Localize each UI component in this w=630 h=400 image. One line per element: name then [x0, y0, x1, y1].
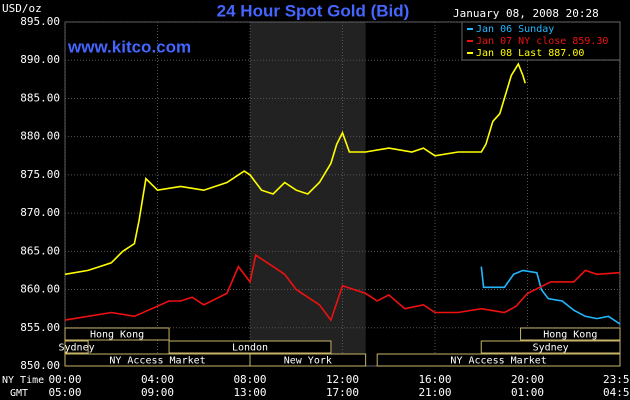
session-box	[376, 353, 621, 367]
chart-title: 24 Hour Spot Gold (Bid)	[217, 1, 410, 20]
y-tick-label: 880.00	[20, 130, 60, 143]
series-line	[64, 253, 621, 322]
session-label: NY Access Market	[109, 356, 205, 367]
session-box	[249, 353, 367, 367]
legend-box	[461, 21, 621, 61]
session-label: London	[232, 343, 268, 354]
legend-label: Jan 08 Last 887.00	[476, 48, 584, 59]
x-tick-label-gmt: 05:00	[48, 386, 81, 399]
legend-label: Jan 07 NY close 859.30	[476, 36, 608, 47]
session-label: New York	[284, 356, 332, 367]
y-tick-label: 850.00	[20, 359, 60, 372]
x-tick-label: 16:00	[418, 373, 451, 386]
x-tick-label-gmt: 21:00	[418, 386, 451, 399]
x-tick-label-gmt: 01:00	[511, 386, 544, 399]
x-tick-label: 00:00	[48, 373, 81, 386]
session-label: Sydney	[533, 343, 569, 354]
session-label: Sydney	[59, 343, 95, 354]
legend-label: Jan 06 Sunday	[476, 24, 554, 35]
x-tick-label: 12:00	[326, 373, 359, 386]
session-label: NY Access Market	[450, 356, 546, 367]
y-tick-label: 885.00	[20, 91, 60, 104]
y-tick-label: 875.00	[20, 168, 60, 181]
session-label: Hong Kong	[543, 330, 597, 341]
x-tick-label-gmt: 13:00	[233, 386, 266, 399]
y-tick-label: 855.00	[20, 321, 60, 334]
x-tick-label: 04:00	[141, 373, 174, 386]
y-axis-label: USD/oz	[2, 2, 42, 15]
session-box	[480, 340, 621, 354]
x-tick-label: 08:00	[233, 373, 266, 386]
subtitle: www.kitco.com	[67, 37, 191, 56]
session-box	[64, 327, 170, 341]
x-row-label: GMT	[10, 388, 28, 399]
series-line	[480, 266, 621, 325]
y-tick-label: 860.00	[20, 283, 60, 296]
y-tick-label: 870.00	[20, 206, 60, 219]
y-tick-label: 865.00	[20, 244, 60, 257]
session-label: Hong Kong	[90, 330, 144, 341]
session-box	[168, 340, 332, 354]
session-box	[520, 327, 621, 341]
timestamp: January 08, 2008 20:28	[453, 7, 599, 20]
x-tick-label-gmt: 17:00	[326, 386, 359, 399]
x-tick-label-gmt: 09:00	[141, 386, 174, 399]
x-tick-label-gmt: 04:59	[603, 386, 630, 399]
y-tick-label: 890.00	[20, 53, 60, 66]
x-row-label: NY Time	[2, 375, 44, 386]
session-box	[64, 340, 89, 354]
x-tick-label: 20:00	[511, 373, 544, 386]
series-line	[64, 62, 526, 276]
x-tick-label: 23:59	[603, 373, 630, 386]
y-tick-label: 895.00	[20, 15, 60, 28]
